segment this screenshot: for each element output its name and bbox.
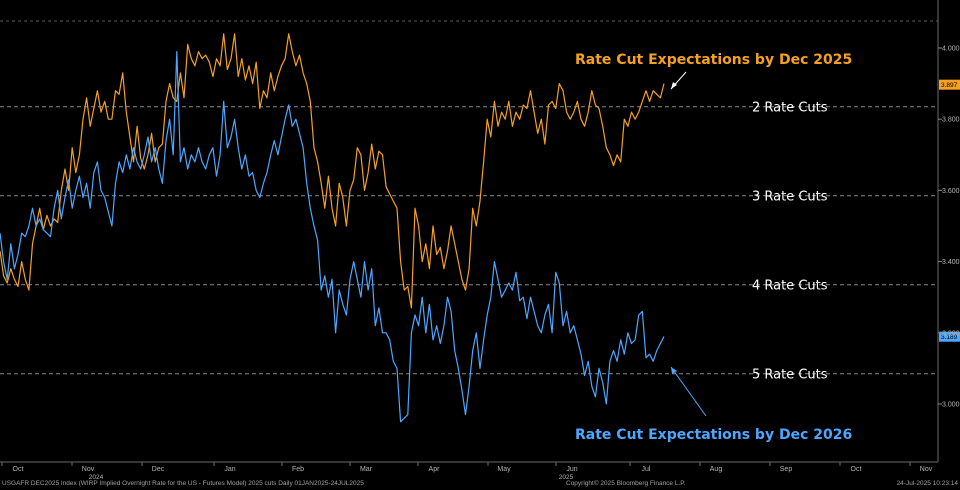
reference-line-label: 4 Rate Cuts bbox=[752, 279, 828, 294]
footer-timestamp: 24-Jul-2025 10:23:14 bbox=[897, 480, 959, 487]
y-tick-label: 3.800 bbox=[942, 117, 960, 124]
x-tick-label: Nov bbox=[920, 466, 933, 473]
footer: USGAFR DEC2025 Index (WIRP Implied Overn… bbox=[2, 479, 958, 487]
x-tick-label: Nov bbox=[82, 466, 95, 473]
x-tick-label: Sep bbox=[780, 466, 793, 473]
x-tick-label: Oct bbox=[851, 466, 862, 473]
x-tick-label: Jun bbox=[566, 466, 577, 473]
x-tick-label: Aug bbox=[710, 466, 723, 473]
x-tick-label: Jul bbox=[642, 466, 651, 473]
reference-lines: 2 Rate Cuts 3 Rate Cuts 4 Rate Cuts 5 Rate … bbox=[0, 101, 938, 383]
x-tick-label: May bbox=[497, 466, 511, 473]
last-value-tag bbox=[939, 331, 960, 342]
y-tick-label: 4.000 bbox=[942, 46, 960, 53]
reference-line-label: 2 Rate Cuts bbox=[752, 101, 828, 116]
y-tick-label: 3.000 bbox=[942, 402, 960, 409]
arrowhead-dec-2026 bbox=[671, 367, 677, 374]
series-lines: 3.897 3.189 bbox=[0, 33, 960, 423]
footer-copyright: Copyright© 2025 Bloomberg Finance L.P. bbox=[566, 479, 686, 487]
y-axis: 4.000 3.800 3.600 3.400 3.200 3.000 bbox=[937, 0, 960, 462]
series-labels: Rate Cut Expectations by Dec 2025 Rate Cu… bbox=[575, 52, 852, 443]
x-tick-label: Jan bbox=[224, 466, 235, 473]
arrow-dec-2026 bbox=[670, 366, 707, 417]
x-tick-label: Dec bbox=[152, 466, 165, 473]
series-line-dec-2025 bbox=[0, 33, 665, 309]
series-line-dec-2026 bbox=[0, 51, 665, 423]
x-tick-label: Feb bbox=[292, 466, 304, 473]
x-tick-label: Oct bbox=[13, 466, 24, 473]
series-label-dec-2026: Rate Cut Expectations by Dec 2026 bbox=[575, 427, 852, 443]
reference-line-label: 3 Rate Cuts bbox=[752, 190, 828, 205]
x-axis: Oct Nov Dec Jan Feb Mar Apr May Jun Jul Aug Sep Oct N… bbox=[0, 461, 938, 481]
x-year-label: 2024 bbox=[89, 474, 104, 481]
last-value-label: 3.897 bbox=[941, 82, 958, 89]
reference-line-label: 5 Rate Cuts bbox=[752, 368, 828, 383]
y-tick-label: 3.200 bbox=[942, 330, 960, 337]
x-tick-label: Apr bbox=[429, 466, 441, 473]
series-label-dec-2025: Rate Cut Expectations by Dec 2025 bbox=[575, 52, 852, 68]
last-value-tag bbox=[939, 79, 960, 90]
y-tick-label: 3.600 bbox=[942, 188, 960, 195]
arrowhead-dec-2025 bbox=[671, 82, 677, 89]
last-value-label: 3.189 bbox=[941, 334, 958, 341]
x-tick-label: Mar bbox=[360, 466, 373, 473]
footer-source: USGAFR DEC2025 Index (WIRP Implied Overn… bbox=[2, 480, 364, 487]
y-tick-label: 3.400 bbox=[942, 259, 960, 266]
x-year-label: 2025 bbox=[559, 474, 574, 481]
